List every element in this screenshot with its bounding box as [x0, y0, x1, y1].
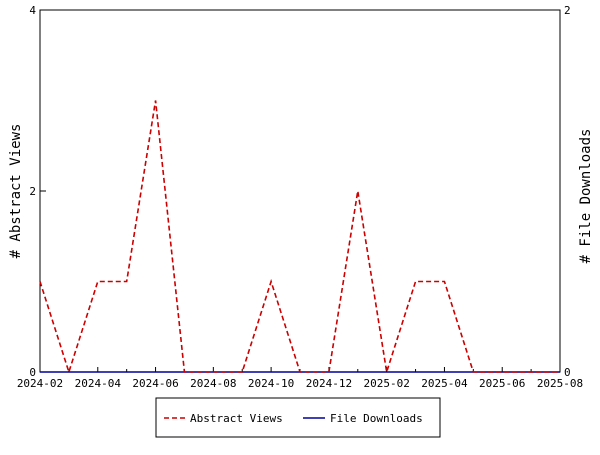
x-tick-label: 2024-12	[306, 377, 352, 390]
x-axis-ticks: 2024-02 2024-04 2024-06 2024-08 2024-10 2024-…	[17, 367, 583, 390]
plot-frame	[39, 9, 561, 373]
y-axis-left-ticks: 0 2 4	[29, 4, 46, 379]
x-tick-label: 2025-06	[479, 377, 525, 390]
x-tick-label: 2025-08	[537, 377, 583, 390]
y-left-tick-label: 2	[29, 185, 36, 198]
x-tick-label: 2024-10	[248, 377, 294, 390]
y-right-tick-label: 0	[564, 366, 571, 379]
x-tick-label: 2025-02	[363, 377, 409, 390]
series-line-abstract-views	[39, 100, 560, 375]
x-tick-label: 2024-08	[190, 377, 236, 390]
x-tick-label: 2024-02	[17, 377, 63, 390]
x-tick-label: 2024-06	[132, 377, 178, 390]
legend: Abstract Views File Downloads	[155, 397, 441, 438]
y-axis-right-ticks: 02	[554, 4, 571, 379]
series-layer	[39, 100, 560, 375]
y-left-tick-label: 0	[29, 366, 36, 379]
legend-label-file-downloads: File Downloads	[330, 412, 423, 425]
x-tick-label: 2024-04	[75, 377, 122, 390]
y-axis-left-title: # Abstract Views	[8, 124, 24, 259]
y-right-tick-label: 2	[564, 4, 571, 17]
legend-label-abstract-views: Abstract Views	[190, 412, 283, 425]
legend-box	[155, 397, 441, 438]
x-tick-label: 2025-04	[421, 377, 468, 390]
y-left-tick-label: 4	[29, 4, 36, 17]
y-axis-right-title: # File Downloads	[578, 129, 594, 264]
